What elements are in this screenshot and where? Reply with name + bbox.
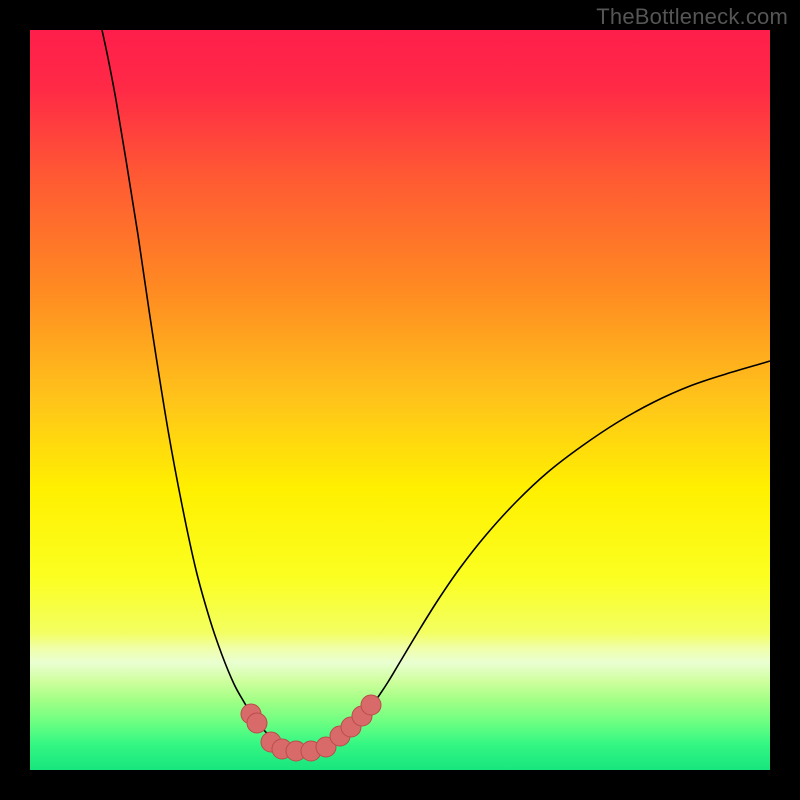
chart-frame: TheBottleneck.com [0,0,800,800]
watermark-text: TheBottleneck.com [596,4,788,30]
plot-area [30,30,770,770]
curve-marker [247,713,267,733]
curve-marker [361,695,381,715]
chart-svg [30,30,770,770]
